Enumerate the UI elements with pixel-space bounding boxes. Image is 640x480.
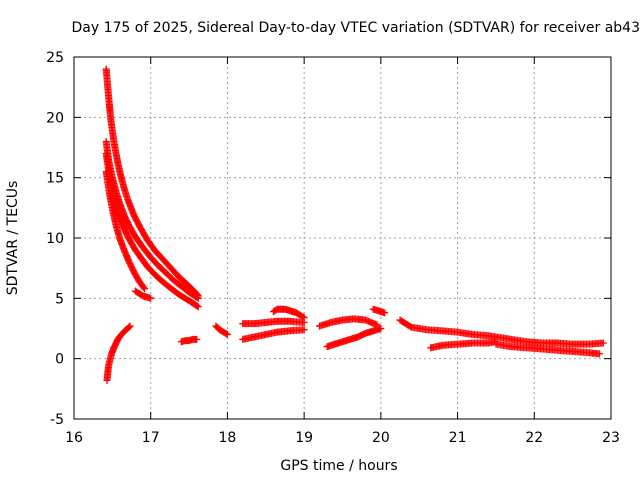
- data-point: [147, 294, 155, 302]
- data-points: [102, 65, 607, 384]
- y-axis-label: SDTVAR / TECUs: [5, 181, 21, 296]
- x-tick-label: 18: [219, 430, 237, 446]
- series-7: [212, 322, 231, 339]
- data-point: [194, 303, 202, 311]
- data-point: [381, 309, 389, 317]
- data-point: [300, 314, 308, 322]
- y-tick-label: 5: [55, 291, 64, 307]
- series-12: [323, 325, 385, 351]
- x-tick-label: 16: [65, 430, 83, 446]
- series-5: [103, 322, 134, 384]
- data-point: [193, 293, 201, 301]
- y-tick-label: 20: [46, 110, 64, 126]
- data-point: [300, 326, 308, 334]
- x-tick-label: 22: [525, 430, 543, 446]
- series-4: [131, 287, 155, 302]
- series-15: [427, 338, 500, 352]
- series-14: [396, 316, 500, 341]
- series-13: [369, 305, 389, 317]
- y-tick-label: 0: [55, 352, 64, 368]
- plot-frame: [73, 56, 612, 420]
- x-tick-label: 21: [449, 430, 467, 446]
- data-point: [140, 283, 148, 291]
- series-10: [269, 305, 308, 322]
- series-2: [102, 150, 202, 311]
- x-axis-label: GPS time / hours: [280, 458, 397, 474]
- series-16: [492, 333, 607, 348]
- data-point: [126, 322, 134, 330]
- data-point: [222, 330, 230, 338]
- series-9: [239, 326, 308, 343]
- data-point: [193, 335, 201, 343]
- data-point: [193, 302, 201, 310]
- x-tick-label: 17: [142, 430, 160, 446]
- data-point: [194, 294, 202, 302]
- x-tick-label: 19: [295, 430, 313, 446]
- data-point: [141, 285, 149, 293]
- series-11: [315, 315, 381, 330]
- x-tick-label: 23: [602, 430, 620, 446]
- y-tick-label: -5: [50, 412, 64, 428]
- series-8: [239, 317, 308, 328]
- data-point: [223, 331, 231, 339]
- data-point: [299, 313, 307, 321]
- tick-labels: 16 17 18 19 20 21 22 23 -5 0 5 10 15 20 25: [46, 50, 620, 446]
- y-tick-label: 15: [46, 171, 64, 187]
- chart-title: Day 175 of 2025, Sidereal Day-to-day VTE…: [72, 20, 640, 36]
- gridlines: [74, 57, 611, 419]
- series-17: [492, 340, 603, 358]
- data-point: [124, 324, 132, 332]
- data-point: [595, 350, 603, 358]
- series-6: [177, 335, 201, 346]
- data-point: [377, 325, 385, 332]
- data-point: [125, 323, 133, 331]
- series-0: [102, 65, 202, 300]
- y-tick-label: 25: [46, 50, 64, 66]
- axes: [73, 56, 612, 420]
- series-3: [102, 168, 149, 293]
- data-point: [599, 339, 607, 347]
- x-tick-label: 20: [372, 430, 390, 446]
- y-tick-label: 10: [46, 231, 64, 247]
